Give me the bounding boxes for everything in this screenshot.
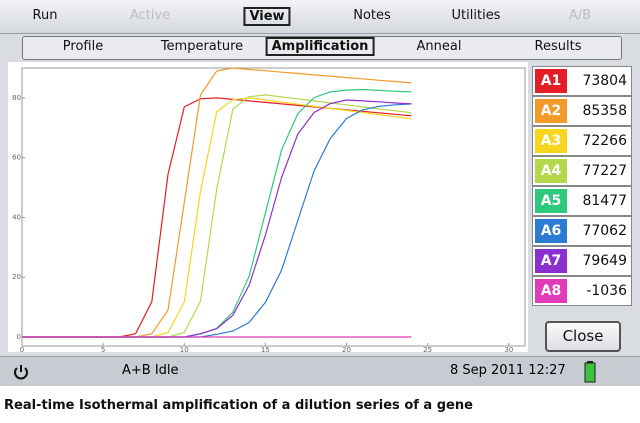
x-tick-label: 20 [342, 346, 351, 352]
result-row: A1 73804 [532, 66, 632, 96]
well-value: -1036 [586, 283, 627, 299]
result-row: A5 81477 [532, 186, 632, 216]
tab[interactable]: Results [534, 39, 582, 54]
well-label: A3 [535, 129, 567, 153]
status-state: A+B Idle [122, 363, 179, 378]
tab-bar: Profile Temperature Amplification Anneal Res… [22, 36, 622, 60]
menu-item[interactable]: Run [32, 8, 58, 23]
y-tick-label: 60 [12, 154, 21, 162]
well-label: A4 [535, 159, 567, 183]
well-value: 81477 [582, 193, 627, 209]
menu-bar: Run Active View Notes Utilities A/B [0, 0, 640, 34]
well-label: A6 [535, 219, 567, 243]
tab[interactable]: Amplification [265, 37, 375, 56]
x-tick-label: 5 [101, 346, 105, 352]
x-tick-label: 10 [180, 346, 189, 352]
y-tick-label: 80 [12, 94, 21, 102]
menu-item[interactable]: Utilities [451, 8, 501, 23]
battery-icon [584, 361, 596, 383]
well-value: 72266 [582, 133, 627, 149]
power-icon[interactable] [12, 363, 30, 381]
menu-item[interactable]: View [243, 7, 291, 26]
x-tick-label: 30 [504, 346, 513, 352]
result-row: A3 72266 [532, 126, 632, 156]
status-bar: A+B Idle 8 Sep 2011 12:27 [0, 356, 640, 386]
y-tick-label: 0 [17, 333, 21, 341]
well-label: A2 [535, 99, 567, 123]
result-row: A4 77227 [532, 156, 632, 186]
menu-item: Active [129, 8, 171, 23]
well-label: A7 [535, 249, 567, 273]
well-value: 73804 [582, 73, 627, 89]
menu-item[interactable]: Notes [353, 8, 391, 23]
close-button[interactable]: Close [545, 321, 621, 352]
well-label: A1 [535, 69, 567, 93]
well-label: A8 [535, 279, 567, 303]
x-tick-label: 15 [261, 346, 270, 352]
status-datetime: 8 Sep 2011 12:27 [450, 363, 566, 378]
chart: 0 5 10 15 20 25 30 0 20 40 60 80 [8, 62, 528, 352]
x-tick-label: 0 [20, 346, 24, 352]
result-row: A6 77062 [532, 216, 632, 246]
menu-item: A/B [568, 8, 592, 23]
well-value: 85358 [582, 103, 627, 119]
result-row: A8 -1036 [532, 276, 632, 306]
well-label: A5 [535, 189, 567, 213]
chart-background [8, 62, 528, 352]
device-screen: Run Active View Notes Utilities A/B Profile Te… [0, 0, 640, 386]
y-tick-label: 20 [12, 273, 21, 281]
tab[interactable]: Temperature [160, 39, 244, 54]
result-row: A2 85358 [532, 96, 632, 126]
tab[interactable]: Anneal [416, 39, 462, 54]
well-value: 77062 [582, 223, 627, 239]
well-value: 79649 [582, 253, 627, 269]
result-row: A7 79649 [532, 246, 632, 276]
plot-frame [21, 67, 526, 347]
tab[interactable]: Profile [62, 39, 104, 54]
y-tick-label: 40 [12, 213, 21, 221]
caption: Real-time Isothermal amplification of a … [4, 398, 473, 413]
x-tick-label: 25 [423, 346, 432, 352]
well-value: 77227 [582, 163, 627, 179]
